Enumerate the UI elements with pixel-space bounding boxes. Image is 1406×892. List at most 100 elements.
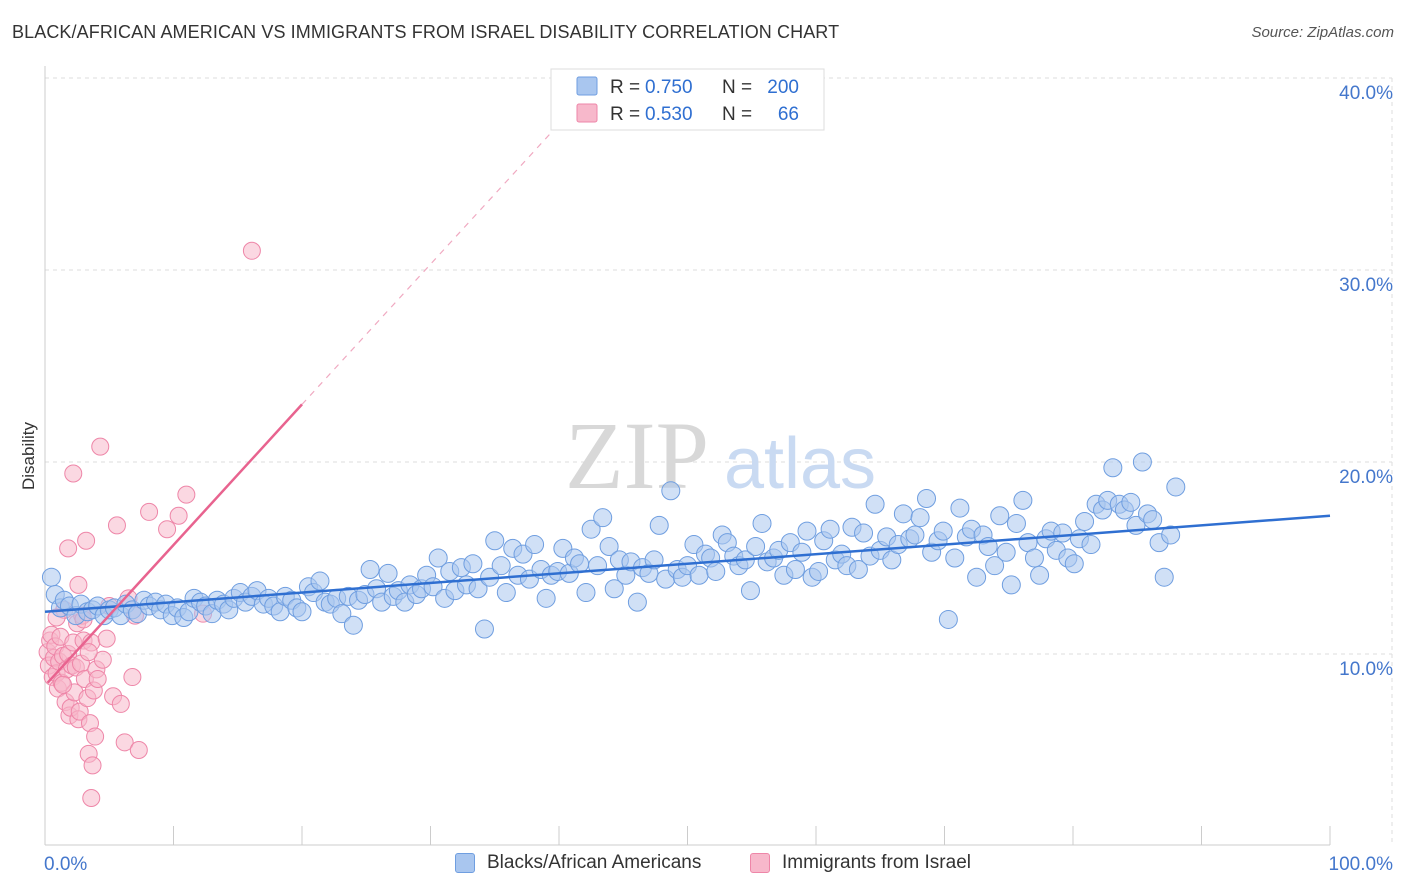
legend-item-black: Blacks/African Americans [455,852,701,874]
israel-point-35 [83,756,102,775]
black-point-118 [706,561,726,581]
black-point-100 [604,579,624,599]
black-point-54 [343,615,363,635]
black-point-125 [746,536,766,556]
black-point-94 [570,554,590,574]
legend-r-label-1: R = [610,77,640,98]
black-point-181 [1064,554,1084,574]
black-point-151 [893,504,913,524]
black-point-168 [990,506,1010,526]
black-point-124 [740,581,760,601]
legend-r-label-2: R = [610,104,640,125]
legend-n-value-1: 200 [767,77,799,98]
israel-point-59 [69,575,88,594]
black-point-134 [797,521,817,541]
watermark: ZIP atlas [565,402,876,509]
black-point-77 [474,619,494,639]
black-point-107 [644,550,664,570]
black-point-161 [950,498,970,518]
israel-point-45 [107,516,126,535]
legend-swatch-israel [750,853,770,873]
israel-point-40 [91,437,110,456]
legend-top: R = 0.750 N = 200 R = 0.530 N = 66 [550,68,825,131]
legend-label-black: Blacks/African Americans [487,852,702,873]
black-point-69 [428,548,448,568]
black-point-171 [1006,513,1026,533]
source-label: Source: ZipAtlas.com [1251,24,1394,41]
black-point-199 [1166,477,1186,497]
y-tick-labels: 10.0% 20.0% 30.0% 40.0% [1339,83,1393,680]
x-tick-label-100: 100.0% [1329,854,1394,875]
israel-point-55 [177,485,196,504]
black-point-104 [627,592,647,612]
series-black-points [41,452,1186,639]
israel-point-51 [129,741,148,759]
black-point-155 [917,488,937,508]
israel-point-62 [82,789,101,807]
axes [44,66,1331,846]
israel-point-58 [64,464,83,483]
israel-point-53 [158,520,177,539]
legend-swatch-blue [576,76,598,96]
black-point-172 [1013,490,1033,510]
black-point-133 [792,542,812,562]
israel-point-42 [97,629,116,648]
israel-point-30 [77,531,96,550]
chart-title: BLACK/AFRICAN AMERICAN VS IMMIGRANTS FRO… [12,22,840,42]
black-point-138 [820,519,840,539]
x-tick-label-0: 0.0% [44,854,87,875]
black-point-143 [848,560,868,580]
legend-label-israel: Immigrants from Israel [782,852,971,873]
israel-point-49 [123,668,142,687]
black-point-57 [360,560,380,580]
trend-line-israel-extension [301,123,560,405]
black-point-170 [1001,575,1021,595]
black-point-195 [1143,510,1163,530]
legend-swatch-pink [576,103,598,123]
legend-n-label-2: N = [722,104,752,125]
trend-line-israel [46,403,303,684]
black-point-193 [1132,452,1152,472]
black-point-167 [985,556,1005,576]
black-point-132 [785,560,805,580]
black-point-60 [378,563,398,583]
black-point-183 [1075,512,1095,532]
black-point-96 [581,519,601,539]
series-israel-points [38,241,261,807]
black-point-79 [485,531,505,551]
black-point-48 [310,571,330,591]
black-point-146 [865,494,885,514]
israel-point-61 [79,643,98,662]
black-point-80 [491,556,511,576]
black-point-98 [593,508,613,528]
israel-point-41 [93,650,112,669]
black-point-126 [752,513,772,533]
black-point-175 [1030,565,1050,585]
black-point-52 [332,604,352,624]
black-point-75 [463,554,483,574]
black-point-154 [910,508,930,528]
legend-n-label-1: N = [722,77,752,98]
black-point-184 [1081,535,1101,555]
black-point-81 [496,583,516,603]
israel-point-64 [53,675,72,694]
black-point-174 [1024,548,1044,568]
black-point-158 [933,521,953,541]
trend-line-black [44,514,1331,614]
israel-point-46 [111,694,130,713]
israel-point-37 [86,727,105,746]
x-tick-labels: 0.0% 100.0% [44,854,1393,875]
grid-lines [45,77,1393,845]
israel-point-39 [88,669,107,688]
black-point-198 [1161,525,1181,545]
legend-item-israel: Immigrants from Israel [750,852,971,874]
black-point-45 [292,602,312,622]
black-point-159 [938,609,958,629]
black-point-95 [576,583,596,603]
black-point-136 [809,561,829,581]
watermark-atlas: atlas [724,424,876,504]
y-axis-label: Disability [19,421,38,490]
black-point-86 [525,535,545,555]
israel-point-25 [70,702,89,721]
y-tick-label-10: 10.0% [1339,659,1393,680]
